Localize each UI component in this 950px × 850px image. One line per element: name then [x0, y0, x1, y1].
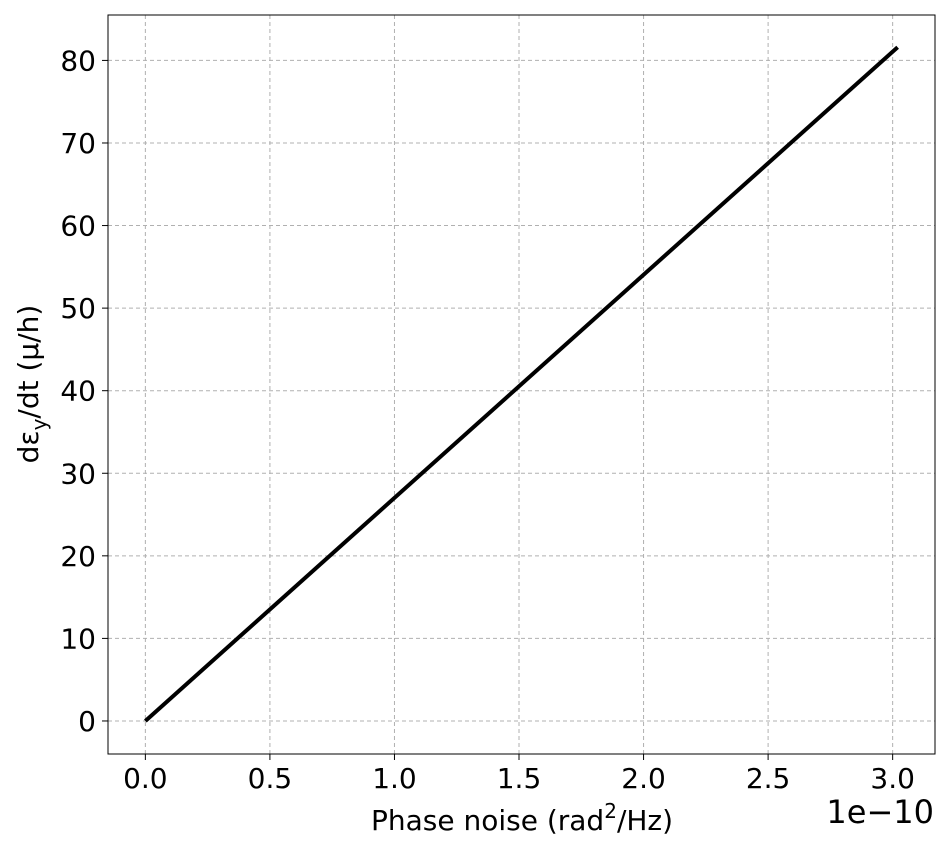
plot-frame [107, 14, 936, 755]
x-tick-label: 2.5 [746, 762, 791, 795]
y-tick-label: 30 [60, 457, 96, 490]
x-tick-label: 1.0 [372, 762, 417, 795]
grid [108, 15, 935, 754]
ticks: 0.0 0.5 1.0 1.5 2.0 2.5 3.0 0 10 20 30 40 50 60 70 80 [60, 44, 915, 795]
y-tick-label: 80 [60, 44, 96, 77]
y-tick-label: 50 [60, 292, 96, 325]
y-tick-label: 70 [60, 127, 96, 160]
y-tick-label: 60 [60, 210, 96, 243]
x-tick-label: 0.0 [123, 762, 168, 795]
x-tick-label: 0.5 [248, 762, 293, 795]
series-line [144, 45, 899, 723]
x-tick-label: 3.0 [870, 762, 915, 795]
x-tick-label: 2.0 [621, 762, 666, 795]
series-layer [144, 45, 899, 723]
x-offset-text: 1e−10 [826, 793, 934, 831]
y-axis-label: dεy/dt (μ/h) [12, 305, 51, 464]
y-tick-label: 20 [60, 540, 96, 573]
x-axis-label: Phase noise (rad2/Hz) [371, 799, 673, 837]
y-tick-label: 0 [78, 705, 96, 738]
x-tick-label: 1.5 [497, 762, 542, 795]
y-tick-label: 40 [60, 375, 96, 408]
y-tick-label: 10 [60, 622, 96, 655]
